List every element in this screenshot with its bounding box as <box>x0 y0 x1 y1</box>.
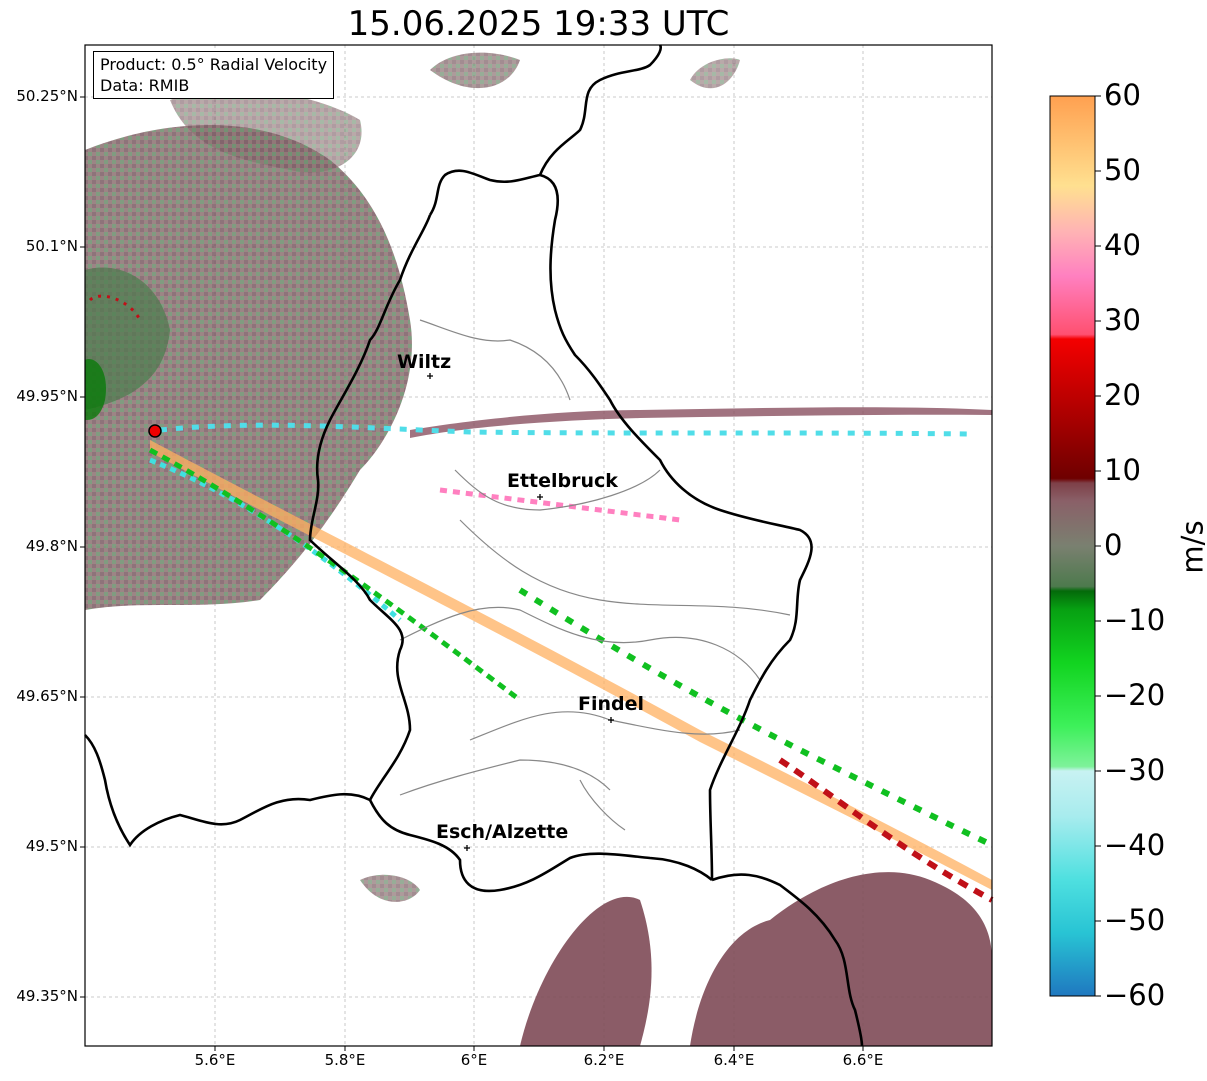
lat-label: 50.1°N <box>25 237 78 255</box>
colorbar-tick-label: −50 <box>1104 903 1166 937</box>
colorbar-tick-label: 30 <box>1104 303 1141 337</box>
colorbar-tick-label: 40 <box>1104 228 1141 262</box>
colorbar-tick-label: −40 <box>1104 828 1166 862</box>
city-label-ettelbruck: Ettelbruck <box>507 470 618 492</box>
colorbar <box>1049 95 1096 997</box>
radar-site-marker <box>148 424 162 438</box>
data-source-label: Data: RMIB <box>100 76 190 95</box>
map-title: 15.06.2025 19:33 UTC <box>347 4 730 44</box>
product-label: Product: 0.5° Radial Velocity <box>100 55 328 74</box>
colorbar-unit-label: m/s <box>1175 520 1207 574</box>
lon-label: 6.4°E <box>713 1051 755 1069</box>
colorbar-tick-label: −20 <box>1104 678 1166 712</box>
axis-ticks <box>80 96 864 1051</box>
map-border <box>84 44 993 1047</box>
radar-echoes <box>85 52 994 1046</box>
lat-label: 49.95°N <box>16 387 78 405</box>
lon-label: 6.2°E <box>583 1051 625 1069</box>
colorbar-tick-label: 10 <box>1104 453 1141 487</box>
colorbar-tick-label: −30 <box>1104 753 1166 787</box>
lat-label: 49.8°N <box>25 537 78 555</box>
colorbar-tick-label: −60 <box>1104 978 1166 1012</box>
colorbar-tick-label: −10 <box>1104 603 1166 637</box>
colorbar-tick-label: 60 <box>1104 78 1141 112</box>
product-info-box: Product: 0.5° Radial Velocity Data: RMIB <box>93 51 335 99</box>
lat-label: 49.35°N <box>16 987 78 1005</box>
lon-label: 6°E <box>460 1051 488 1069</box>
lon-label: 5.6°E <box>194 1051 236 1069</box>
lon-label: 6.6°E <box>842 1051 884 1069</box>
city-markers <box>427 373 614 851</box>
colorbar-ticks <box>1095 95 1101 997</box>
colorbar-tick-label: 20 <box>1104 378 1141 412</box>
city-label-esch: Esch/Alzette <box>436 821 569 843</box>
colorbar-tick-label: 0 <box>1104 528 1123 562</box>
lat-label: 49.5°N <box>25 837 78 855</box>
city-label-findel: Findel <box>578 693 645 715</box>
lat-label: 50.25°N <box>16 87 78 105</box>
colorbar-tick-label: 50 <box>1104 153 1141 187</box>
city-label-wiltz: Wiltz <box>397 351 452 373</box>
lat-label: 49.65°N <box>16 687 78 705</box>
lon-label: 5.8°E <box>324 1051 366 1069</box>
national-borders <box>84 44 864 1047</box>
canton-borders <box>399 319 791 831</box>
